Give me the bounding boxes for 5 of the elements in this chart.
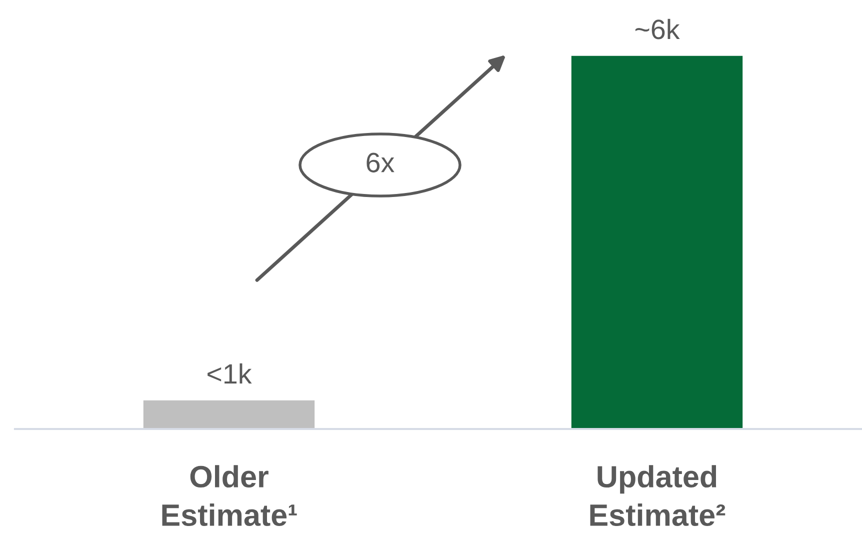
data-label: ~6k (635, 18, 680, 40)
x-tick-label: Older Estimate¹ (162, 465, 297, 526)
x-tick-label: Updated Estimate² (590, 465, 726, 526)
data-label: <1k (208, 363, 252, 384)
annotation: 6x (366, 152, 394, 172)
